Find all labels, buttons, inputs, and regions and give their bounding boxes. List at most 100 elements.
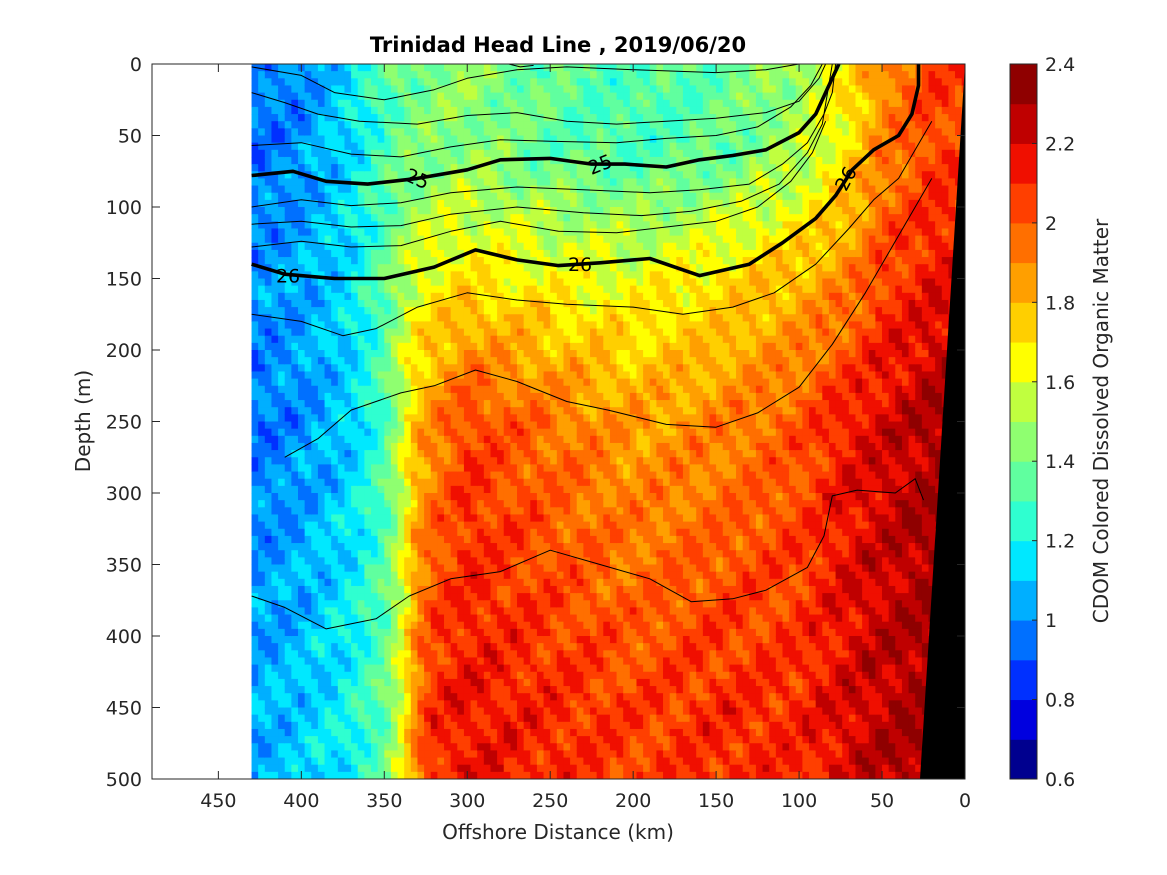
field-cell <box>457 621 465 630</box>
field-cell <box>517 185 525 194</box>
field-cell <box>510 214 518 222</box>
field-cell <box>437 728 445 737</box>
field-cell <box>324 342 332 351</box>
field-cell <box>503 428 511 437</box>
field-cell <box>278 207 286 215</box>
field-cell <box>397 128 405 137</box>
field-cell <box>271 135 279 144</box>
field-cell <box>536 299 545 308</box>
field-cell <box>437 471 445 480</box>
field-cell <box>371 643 379 651</box>
field-cell <box>556 114 565 122</box>
field-cell <box>377 521 385 530</box>
field-cell <box>357 414 365 423</box>
field-cell <box>271 114 279 122</box>
field-cell <box>324 614 332 623</box>
field-cell <box>351 328 359 337</box>
field-cell <box>437 707 445 716</box>
field-cell <box>311 714 319 723</box>
field-cell <box>457 185 465 194</box>
field-cell <box>264 721 273 730</box>
field-cell <box>503 407 511 415</box>
field-cell <box>444 493 452 501</box>
field-cell <box>523 450 531 458</box>
field-cell <box>556 650 565 659</box>
field-cell <box>576 471 584 480</box>
field-cell <box>483 464 492 473</box>
field-cell <box>470 364 478 373</box>
field-cell <box>404 743 412 751</box>
field-cell <box>357 493 365 501</box>
field-cell <box>576 149 584 158</box>
field-cell <box>258 478 266 487</box>
field-cell <box>364 99 372 108</box>
field-cell <box>550 650 558 659</box>
field-cell <box>298 257 306 265</box>
field-cell <box>470 493 478 501</box>
field-cell <box>364 199 372 208</box>
field-cell <box>543 500 551 508</box>
field-cell <box>536 221 545 230</box>
field-cell <box>377 507 385 516</box>
field-cell <box>470 507 478 516</box>
field-cell <box>530 714 538 723</box>
field-cell <box>317 371 326 380</box>
field-cell <box>251 750 259 759</box>
field-cell <box>271 450 279 458</box>
field-cell <box>317 335 326 344</box>
field-cell <box>384 514 392 523</box>
field-cell <box>377 285 385 294</box>
field-cell <box>331 99 339 108</box>
field-cell <box>311 221 319 230</box>
field-cell <box>576 435 584 444</box>
field-cell <box>344 442 352 451</box>
field-cell <box>556 728 565 737</box>
field-cell <box>457 307 465 315</box>
field-cell <box>304 164 312 172</box>
field-cell <box>337 671 346 680</box>
field-cell <box>556 471 565 480</box>
field-cell <box>550 178 558 187</box>
field-cell <box>530 178 538 187</box>
field-cell <box>556 342 565 351</box>
field-cell <box>304 564 312 573</box>
field-cell <box>364 471 372 480</box>
field-cell <box>450 321 458 330</box>
field-cell <box>457 721 465 730</box>
field-cell <box>291 500 299 508</box>
field-cell <box>357 135 365 144</box>
field-cell <box>490 285 498 294</box>
field-cell <box>444 214 452 222</box>
field-cell <box>317 743 326 751</box>
field-cell <box>530 228 538 237</box>
field-cell <box>483 693 492 701</box>
field-cell <box>304 414 312 423</box>
field-cell <box>417 464 425 473</box>
field-cell <box>331 106 339 115</box>
field-cell <box>543 378 551 387</box>
field-cell <box>397 571 405 580</box>
field-cell <box>344 757 352 766</box>
field-cell <box>337 714 346 723</box>
field-cell <box>470 99 478 108</box>
field-cell <box>563 392 571 401</box>
field-cell <box>317 435 326 444</box>
field-cell <box>510 671 518 680</box>
field-cell <box>523 285 531 294</box>
field-cell <box>490 421 498 430</box>
field-cell <box>258 78 266 87</box>
field-cell <box>417 643 425 651</box>
field-cell <box>344 64 352 72</box>
field-cell <box>371 464 379 473</box>
field-cell <box>503 471 511 480</box>
field-cell <box>556 64 565 72</box>
field-cell <box>258 392 266 401</box>
field-cell <box>490 214 498 222</box>
field-cell <box>570 450 578 458</box>
field-cell <box>410 421 419 430</box>
field-cell <box>530 421 538 430</box>
field-cell <box>278 178 286 187</box>
field-cell <box>530 278 538 287</box>
field-cell <box>258 664 266 673</box>
field-cell <box>317 414 326 423</box>
